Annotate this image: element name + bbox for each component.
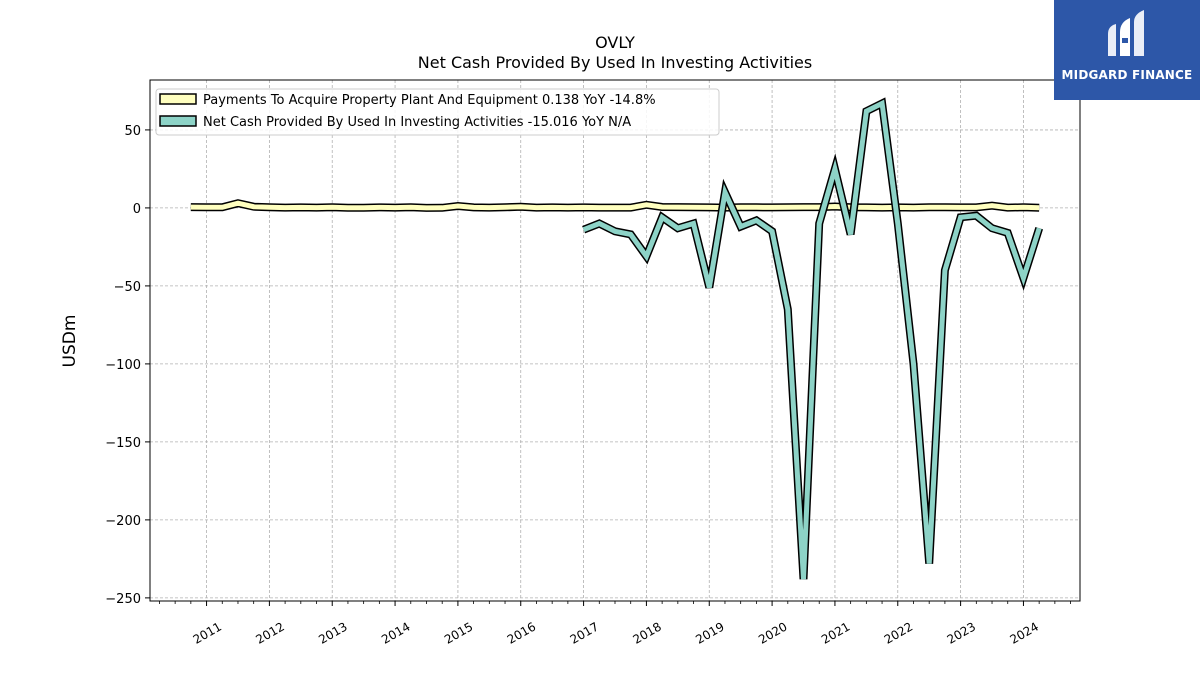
chart-title: OVLY: [595, 33, 635, 52]
y-tick-label: 0: [133, 202, 141, 217]
legend-swatch-ppe: [159, 93, 197, 105]
series-line-outline: [582, 97, 1044, 580]
series-line: [582, 99, 1042, 580]
y-axis-label: USDm: [60, 315, 80, 368]
y-tick-label: −150: [105, 436, 141, 451]
legend-label-ppe: Payments To Acquire Property Plant And E…: [203, 93, 656, 108]
x-tick-label: 2015: [442, 619, 475, 646]
legend: Payments To Acquire Property Plant And E…: [155, 88, 720, 136]
x-tick-label: 2019: [693, 619, 726, 646]
legend-label-investing: Net Cash Provided By Used In Investing A…: [203, 115, 631, 130]
y-tick-label: 50: [124, 124, 141, 139]
x-tick-label: 2016: [505, 619, 538, 646]
series-lines: [190, 97, 1044, 580]
x-tick-label: 2023: [945, 619, 978, 646]
midgard-logo-icon: [1108, 10, 1144, 56]
chart-subtitle: Net Cash Provided By Used In Investing A…: [418, 53, 812, 72]
x-tick-label: 2024: [1007, 619, 1040, 646]
legend-box: [155, 88, 720, 136]
x-tick-label: 2022: [882, 619, 915, 646]
x-tick-label: 2014: [379, 619, 412, 646]
x-tick-label: 2020: [756, 619, 789, 646]
y-tick-label: −200: [105, 514, 141, 529]
x-tick-label: 2013: [316, 619, 349, 646]
x-tick-label: 2017: [568, 619, 601, 646]
series-1: [582, 97, 1044, 580]
x-tick-label: 2021: [819, 619, 852, 646]
brand-logo: MIDGARD FINANCE: [1054, 0, 1200, 100]
series-0: [190, 199, 1040, 212]
y-tick-label: −250: [105, 592, 141, 607]
logo-text: MIDGARD FINANCE: [1061, 68, 1193, 82]
x-tick-label: 2018: [630, 619, 663, 646]
legend-swatch-investing: [159, 115, 197, 127]
y-tick-label: −50: [114, 280, 141, 295]
x-tick-label: 2011: [191, 619, 224, 646]
x-tick-label: 2012: [253, 619, 286, 646]
y-tick-label: −100: [105, 358, 141, 373]
